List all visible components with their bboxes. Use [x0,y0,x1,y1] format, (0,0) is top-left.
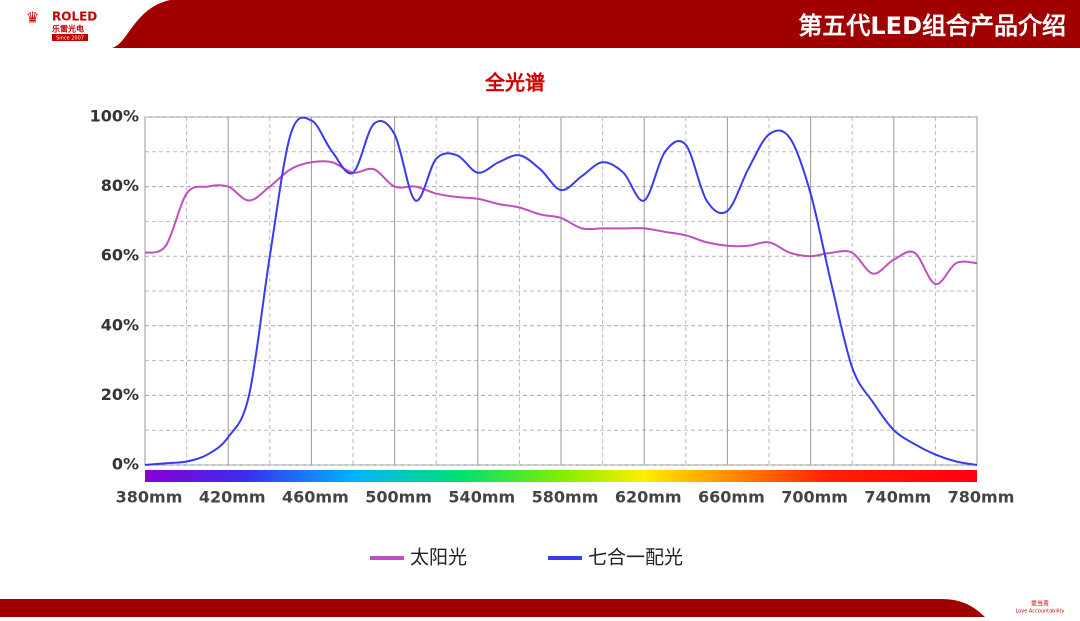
y-tick-label: 80% [101,176,139,195]
x-tick-label: 700mm [781,488,848,507]
x-tick-label: 380mm [116,488,183,507]
logo-cn: 乐雷光电 [52,24,84,34]
x-tick-label: 580mm [532,488,599,507]
x-tick-label: 620mm [615,488,682,507]
spectrum-bar [145,470,977,482]
x-tick-label: 660mm [698,488,765,507]
logo-since-bg [52,34,88,41]
legend-label: 七合一配光 [588,547,683,569]
logo-since: Since 2007 [56,36,84,42]
x-tick-label: 460mm [282,488,349,507]
x-tick-label: 500mm [365,488,432,507]
header-band [0,0,1080,48]
logo-mark: ♛ [26,9,39,27]
footer-band [0,599,985,617]
y-tick-label: 40% [101,315,139,334]
footer-slogan: 爱当责 [1031,600,1049,608]
x-tick-label: 420mm [199,488,266,507]
x-tick-label: 540mm [448,488,515,507]
series-line [144,116,978,466]
chart-title: 全光谱 [484,71,545,95]
series-line [144,160,978,286]
x-tick-label: 780mm [948,488,1015,507]
y-tick-label: 60% [101,246,139,265]
x-tick-label: 740mm [864,488,931,507]
footer-slogan-en: Love Accountability [1016,609,1065,615]
logo: ROLED [52,10,97,24]
legend-label: 太阳光 [410,547,467,569]
y-tick-label: 0% [112,455,139,474]
y-tick-label: 100% [90,107,139,126]
header-title: 第五代LED组合产品介绍 [798,12,1066,40]
y-tick-label: 20% [101,385,139,404]
